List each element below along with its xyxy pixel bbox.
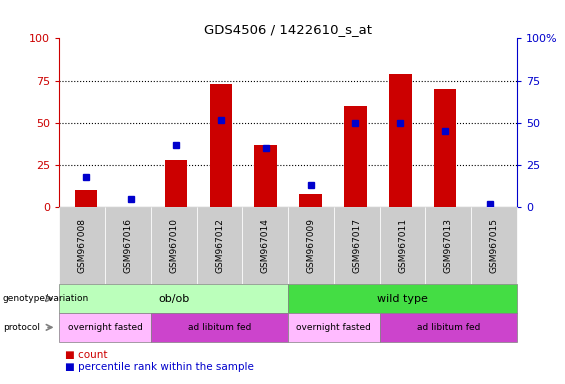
Bar xyxy=(254,145,277,207)
Text: GSM967015: GSM967015 xyxy=(490,218,498,273)
Text: overnight fasted: overnight fasted xyxy=(297,323,371,332)
Text: ■ count: ■ count xyxy=(65,350,107,360)
Text: GSM967014: GSM967014 xyxy=(261,218,270,273)
Text: GSM967008: GSM967008 xyxy=(78,218,86,273)
Text: ad libitum fed: ad libitum fed xyxy=(416,323,480,332)
Text: genotype/variation: genotype/variation xyxy=(3,294,89,303)
Text: ob/ob: ob/ob xyxy=(158,293,189,304)
Text: protocol: protocol xyxy=(3,323,40,332)
Bar xyxy=(75,190,98,207)
Text: wild type: wild type xyxy=(377,293,428,304)
Text: GSM967012: GSM967012 xyxy=(215,218,224,273)
Text: GSM967010: GSM967010 xyxy=(170,218,178,273)
Bar xyxy=(165,160,187,207)
Text: ■ percentile rank within the sample: ■ percentile rank within the sample xyxy=(65,362,254,372)
Bar xyxy=(389,74,411,207)
Text: GSM967013: GSM967013 xyxy=(444,218,453,273)
Text: GSM967017: GSM967017 xyxy=(353,218,361,273)
Bar xyxy=(344,106,367,207)
Bar xyxy=(434,89,457,207)
Bar xyxy=(210,84,232,207)
Text: GSM967011: GSM967011 xyxy=(398,218,407,273)
Text: GSM967016: GSM967016 xyxy=(124,218,132,273)
Title: GDS4506 / 1422610_s_at: GDS4506 / 1422610_s_at xyxy=(204,23,372,36)
Text: ad libitum fed: ad libitum fed xyxy=(188,323,251,332)
Bar xyxy=(299,194,322,207)
Text: overnight fasted: overnight fasted xyxy=(68,323,142,332)
Text: GSM967009: GSM967009 xyxy=(307,218,315,273)
